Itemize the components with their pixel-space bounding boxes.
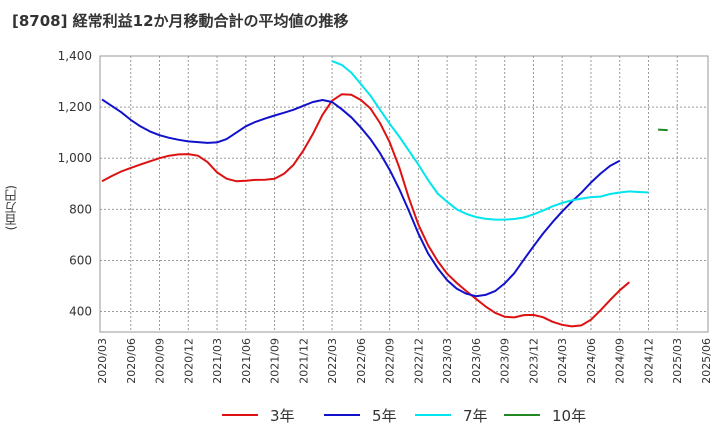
x-tick-label: 2021/12 [297,338,310,384]
x-tick-label: 2022/03 [326,338,339,384]
x-tick-label: 2022/09 [384,338,397,384]
legend-swatch [504,414,540,416]
legend-swatch [222,414,258,416]
chart-title: [8708] 経常利益12か月移動合計の平均値の推移 [12,12,349,30]
series-line-2 [101,98,621,298]
series-line-4 [658,128,668,132]
legend-swatch [415,414,451,416]
series-line-1 [101,93,630,328]
x-tick-label: 2023/12 [527,338,540,384]
x-tick-label: 2020/03 [96,338,109,384]
y-tick-label: 800 [69,202,92,216]
x-tick-label: 2025/06 [700,338,713,384]
series-line-3 [331,60,649,221]
y-tick-label: 600 [69,253,92,267]
x-tick-label: 2021/09 [269,338,282,384]
legend-label: 10年 [552,406,587,425]
x-tick-label: 2023/06 [470,338,483,384]
x-tick-label: 2023/09 [499,338,512,384]
legend-label: 3年 [270,406,295,425]
x-tick-label: 2024/09 [614,338,627,384]
x-tick-label: 2020/09 [154,338,167,384]
y-tick-label: 1,000 [58,151,92,165]
legend-label: 5年 [372,406,397,425]
x-tick-label: 2021/06 [240,338,253,384]
x-tick-label: 2024/06 [585,338,598,384]
plot-area [99,55,709,333]
x-tick-label: 2020/06 [125,338,138,384]
y-tick-label: 400 [69,305,92,319]
legend-item-4: 10年 [504,403,586,427]
x-tick-label: 2022/06 [355,338,368,384]
legend-swatch [324,414,360,416]
x-tick-label: 2023/03 [441,338,454,384]
x-tick-label: 2025/03 [671,338,684,384]
legend-label: 7年 [463,406,488,425]
y-tick-label: 1,200 [58,100,92,114]
x-tick-label: 2020/12 [182,338,195,384]
legend-item-3: 7年 [415,403,488,427]
x-tick-label: 2021/03 [211,338,224,384]
y-tick-label: 1,400 [58,49,92,63]
legend-item-1: 3年 [222,403,295,427]
chart-legend: 3年 5年 7年 10年 [0,403,720,427]
x-tick-label: 2022/12 [412,338,425,384]
x-tick-label: 2024/12 [642,338,655,384]
legend-item-2: 5年 [324,403,397,427]
x-tick-label: 2024/03 [556,338,569,384]
